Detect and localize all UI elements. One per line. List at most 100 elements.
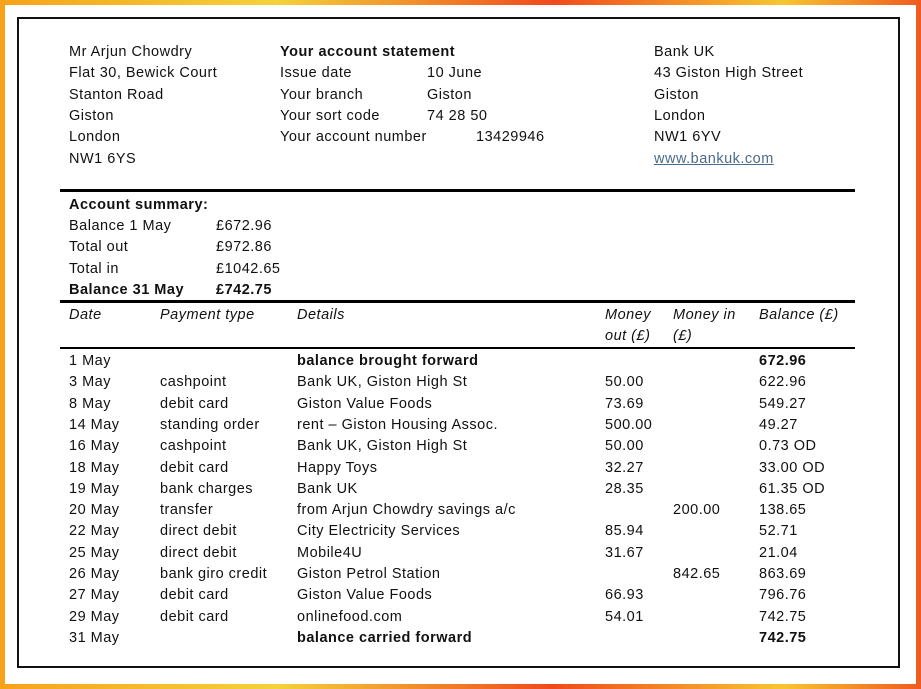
cell: 27 May bbox=[69, 587, 120, 604]
cell: 61.35 OD bbox=[759, 480, 826, 497]
column-header: Payment type bbox=[160, 307, 255, 323]
cell: 73.69 bbox=[605, 395, 644, 412]
customer-line: Stanton Road bbox=[69, 86, 164, 103]
cell: 8 May bbox=[69, 395, 111, 412]
cell: 622.96 bbox=[759, 374, 807, 391]
statement-value: 13429946 bbox=[476, 129, 545, 146]
cell: Mobile4U bbox=[297, 544, 363, 561]
statement-label: Your account number bbox=[280, 129, 427, 146]
statement-value: 10 June bbox=[427, 65, 483, 82]
cell: 50.00 bbox=[605, 374, 644, 391]
cell: 49.27 bbox=[759, 416, 798, 433]
bank-line: 43 Giston High Street bbox=[654, 65, 804, 82]
cell: Giston Petrol Station bbox=[297, 566, 441, 582]
cell: 16 May bbox=[69, 438, 120, 455]
cell: 1 May bbox=[69, 353, 111, 369]
cell: 842.65 bbox=[673, 566, 721, 582]
cell: rent – Giston Housing Assoc. bbox=[297, 416, 498, 433]
statement-value: Giston bbox=[427, 86, 472, 103]
cell: 796.76 bbox=[759, 587, 807, 604]
cell: direct debit bbox=[160, 544, 237, 561]
cell: debit card bbox=[160, 459, 229, 476]
cell: balance brought forward bbox=[297, 353, 479, 369]
summary-value: £1042.65 bbox=[216, 260, 281, 277]
statement-title: Your account statement bbox=[280, 44, 456, 60]
column-header: Money in (£) bbox=[673, 307, 736, 344]
cell: cashpoint bbox=[160, 438, 227, 455]
cell: Bank UK bbox=[297, 480, 358, 497]
bank-line: Bank UK bbox=[654, 44, 715, 60]
cell: standing order bbox=[160, 416, 260, 433]
summary-label: Total in bbox=[69, 260, 119, 277]
cell: 21.04 bbox=[759, 544, 798, 561]
cell: 31 May bbox=[69, 629, 120, 646]
summary-value: £972.86 bbox=[216, 239, 272, 256]
cell: 0.73 OD bbox=[759, 438, 817, 455]
statement-label: Your branch bbox=[280, 86, 364, 103]
cell: 20 May bbox=[69, 502, 120, 519]
column-header: Money out (£) bbox=[605, 307, 652, 344]
cell: City Electricity Services bbox=[297, 523, 461, 540]
cell: debit card bbox=[160, 395, 229, 412]
cell: 549.27 bbox=[759, 395, 807, 412]
column-header: Balance (£) bbox=[759, 307, 839, 323]
bank-line: London bbox=[654, 107, 706, 124]
customer-line: Flat 30, Bewick Court bbox=[69, 65, 218, 82]
cell: bank giro credit bbox=[160, 566, 268, 582]
bank-line: Giston bbox=[654, 86, 699, 103]
summary-title: Account summary: bbox=[69, 197, 209, 213]
rule bbox=[60, 300, 855, 303]
cell: 26 May bbox=[69, 566, 120, 582]
statement-label: Your sort code bbox=[280, 107, 380, 124]
cell: 29 May bbox=[69, 608, 120, 625]
cell: Happy Toys bbox=[297, 459, 378, 476]
rule bbox=[60, 347, 855, 349]
cell: bank charges bbox=[160, 480, 254, 497]
cell: 66.93 bbox=[605, 587, 644, 604]
cell: 200.00 bbox=[673, 502, 721, 519]
cell: 672.96 bbox=[759, 353, 807, 369]
cell: 500.00 bbox=[605, 416, 653, 433]
column-header: Date bbox=[69, 307, 102, 323]
cell: debit card bbox=[160, 587, 229, 604]
cell: 33.00 OD bbox=[759, 459, 826, 476]
cell: 50.00 bbox=[605, 438, 644, 455]
summary-value: £742.75 bbox=[216, 281, 272, 298]
bank-website[interactable]: www.bankuk.com bbox=[654, 150, 774, 167]
customer-line: Giston bbox=[69, 107, 114, 124]
cell: 19 May bbox=[69, 480, 120, 497]
statement-value: 74 28 50 bbox=[427, 107, 488, 124]
cell: 14 May bbox=[69, 416, 120, 433]
cell: 32.27 bbox=[605, 459, 644, 476]
summary-label: Balance 31 May bbox=[69, 281, 185, 298]
summary-label: Total out bbox=[69, 239, 129, 256]
cell: cashpoint bbox=[160, 374, 227, 391]
cell: 28.35 bbox=[605, 480, 644, 497]
frame bbox=[17, 17, 900, 668]
bank-line: NW1 6YV bbox=[654, 129, 722, 146]
cell: direct debit bbox=[160, 523, 237, 540]
summary-label: Balance 1 May bbox=[69, 218, 172, 234]
cell: 742.75 bbox=[759, 629, 807, 646]
cell: from Arjun Chowdry savings a/c bbox=[297, 502, 516, 519]
sheet bbox=[5, 5, 916, 684]
statement-label: Issue date bbox=[280, 65, 352, 82]
cell: 25 May bbox=[69, 544, 120, 561]
cell: 22 May bbox=[69, 523, 120, 540]
cell: 3 May bbox=[69, 374, 111, 391]
customer-line: London bbox=[69, 129, 121, 146]
summary-value: £672.96 bbox=[216, 218, 272, 234]
cell: transfer bbox=[160, 502, 214, 519]
cell: 54.01 bbox=[605, 608, 644, 625]
rule bbox=[60, 189, 855, 192]
cell: 138.65 bbox=[759, 502, 807, 519]
cell: 742.75 bbox=[759, 608, 807, 625]
customer-line: NW1 6YS bbox=[69, 150, 137, 167]
cell: 31.67 bbox=[605, 544, 644, 561]
cell: onlinefood.com bbox=[297, 608, 403, 625]
column-header: Details bbox=[297, 307, 345, 323]
cell: debit card bbox=[160, 608, 229, 625]
customer-line: Mr Arjun Chowdry bbox=[69, 44, 193, 60]
cell: 85.94 bbox=[605, 523, 644, 540]
